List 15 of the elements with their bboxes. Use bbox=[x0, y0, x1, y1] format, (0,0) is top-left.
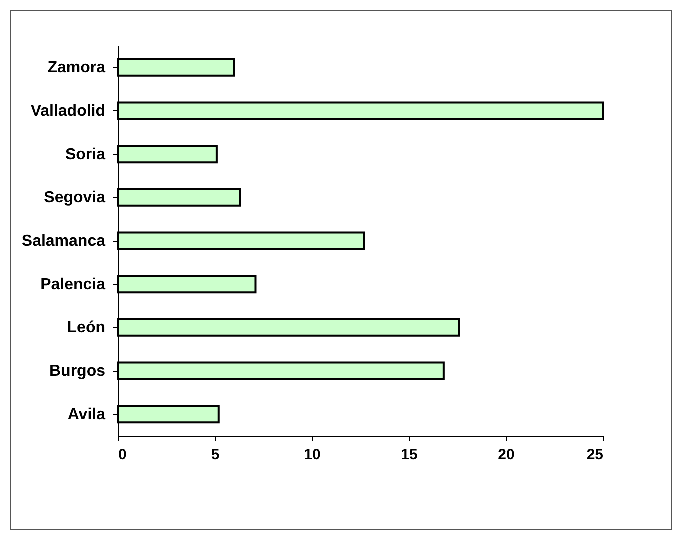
y-tick-label: Avila bbox=[68, 406, 106, 424]
y-tick-label: Soria bbox=[65, 146, 106, 164]
y-tick-label: Burgos bbox=[50, 363, 106, 380]
x-tick-label: 20 bbox=[498, 446, 515, 464]
y-tick-label: Salamanca bbox=[22, 233, 106, 250]
y-tick-label: Zamora bbox=[48, 60, 106, 77]
x-tick-label: 10 bbox=[304, 446, 321, 464]
y-tick-label: Segovia bbox=[44, 190, 106, 207]
x-tick-label: 15 bbox=[401, 446, 418, 464]
x-tick-label: 0 bbox=[118, 446, 127, 464]
x-tick-label: 25 bbox=[586, 446, 604, 464]
y-tick-label: Palencia bbox=[40, 276, 106, 294]
y-tick-label: León bbox=[67, 320, 106, 337]
y-tick-label: Valladolid bbox=[30, 103, 106, 120]
x-tick-label: 5 bbox=[211, 446, 220, 464]
